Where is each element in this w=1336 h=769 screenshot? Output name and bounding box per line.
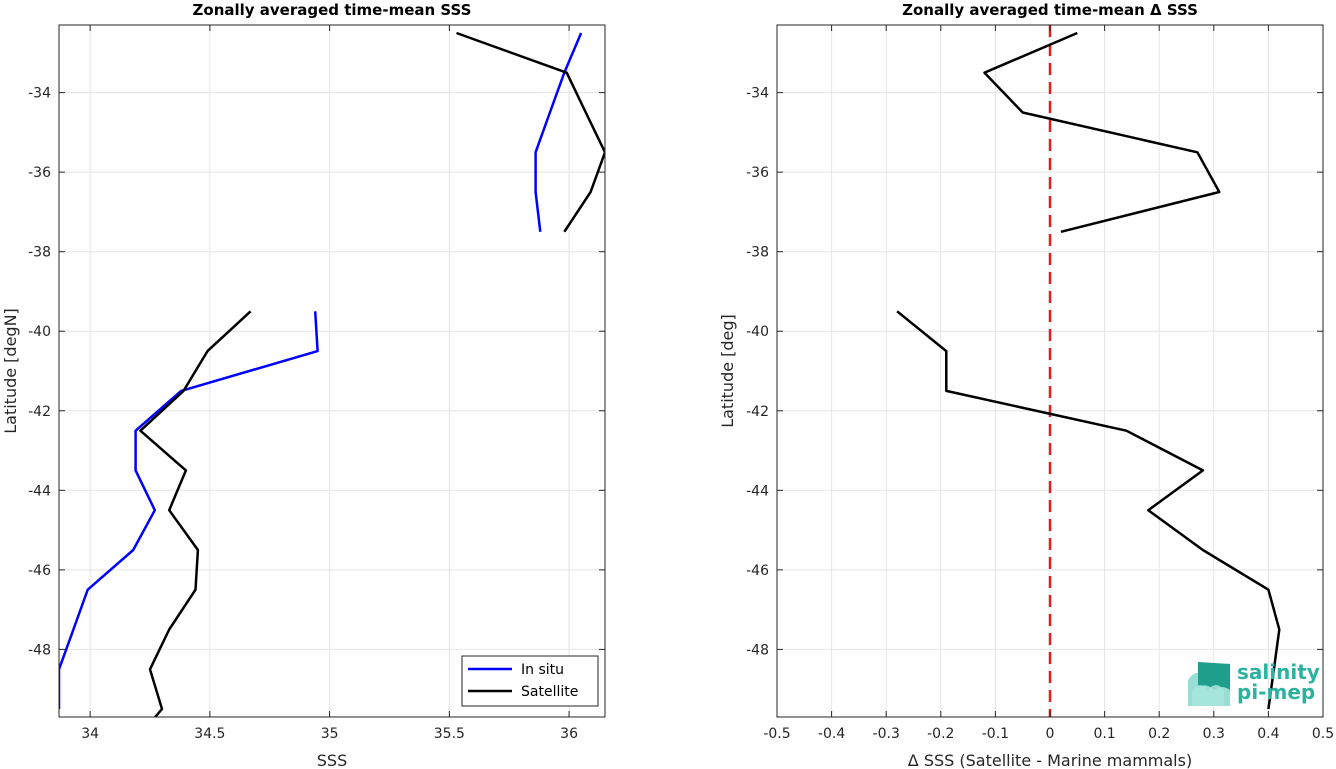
sss-panel-title: Zonally averaged time-mean SSS xyxy=(193,1,472,19)
series-line-satellite xyxy=(456,31,605,233)
y-tick-label: -42 xyxy=(746,404,769,420)
x-tick-label: 35 xyxy=(321,726,339,742)
y-tick-label: -36 xyxy=(746,165,769,181)
sss-grid xyxy=(59,25,605,717)
sss-ticks: 34 34.5 35 35.5 36 -48 -46 -44 -42 -40 -38 -36 -34 xyxy=(28,25,605,742)
series-line-satellite xyxy=(139,310,252,717)
series-line-delta-sss xyxy=(983,31,1221,234)
delta-sss-ticks: -0.5 -0.4 -0.3 -0.2 -0.1 0 0.1 0.2 0.3 0.4 0.5 -48 -… xyxy=(746,25,1334,742)
delta-sss-panel: Zonally averaged time-mean Δ SSS -0.5 -0.… xyxy=(718,1,1334,769)
sss-axes-frame xyxy=(58,24,606,718)
y-tick-label: -34 xyxy=(28,86,51,102)
x-tick-label: -0.4 xyxy=(818,726,845,742)
y-tick-label: -38 xyxy=(746,245,769,261)
x-tick-label: -0.3 xyxy=(873,726,900,742)
y-tick-label: -46 xyxy=(746,563,769,579)
y-tick-label: -48 xyxy=(746,642,769,658)
sss-panel: Zonally averaged time-mean SSS 34 34.5 35 3… xyxy=(1,1,606,769)
legend: In situ Satellite xyxy=(461,655,599,707)
delta-sss-panel-title: Zonally averaged time-mean Δ SSS xyxy=(902,1,1198,19)
x-tick-label: 35.5 xyxy=(434,726,465,742)
sss-x-axis-label: SSS xyxy=(317,751,347,769)
x-tick-label: -0.1 xyxy=(982,726,1009,742)
delta-sss-y-axis-label: Latitude [deg] xyxy=(718,314,737,428)
x-tick-label: 36 xyxy=(560,726,578,742)
y-tick-label: -42 xyxy=(28,404,51,420)
y-tick-label: -34 xyxy=(746,86,769,102)
legend-box xyxy=(461,655,599,707)
x-tick-label: 0.1 xyxy=(1093,726,1115,742)
x-tick-label: 34 xyxy=(81,726,99,742)
legend-label-satellite: Satellite xyxy=(521,684,578,700)
sss-y-axis-label: Latitude [degN] xyxy=(1,308,20,434)
x-tick-label: 0.3 xyxy=(1203,726,1225,742)
y-tick-label: -46 xyxy=(28,563,51,579)
y-tick-label: -40 xyxy=(746,324,769,340)
delta-sss-series-group xyxy=(896,25,1281,717)
y-tick-label: -44 xyxy=(28,483,51,499)
y-tick-label: -40 xyxy=(28,324,51,340)
y-tick-label: -38 xyxy=(28,245,51,261)
series-line-delta-sss xyxy=(896,310,1281,710)
x-tick-label: -0.5 xyxy=(763,726,790,742)
logo-text-pi-mep: pi-mep xyxy=(1237,680,1315,704)
delta-sss-x-axis-label: Δ SSS (Satellite - Marine mammals) xyxy=(908,751,1192,769)
x-tick-label: -0.2 xyxy=(927,726,954,742)
x-tick-label: 0.5 xyxy=(1312,726,1334,742)
x-tick-label: 0 xyxy=(1046,726,1055,742)
x-tick-label: 0.2 xyxy=(1148,726,1170,742)
x-tick-label: 34.5 xyxy=(194,726,225,742)
legend-label-in-situ: In situ xyxy=(521,662,564,678)
series-line-in-situ xyxy=(534,32,583,232)
series-line-in-situ xyxy=(59,311,319,709)
y-tick-label: -48 xyxy=(28,642,51,658)
y-tick-label: -44 xyxy=(746,483,769,499)
y-tick-label: -36 xyxy=(28,165,51,181)
x-tick-label: 0.4 xyxy=(1257,726,1279,742)
salinity-pi-mep-logo: salinity pi-mep xyxy=(1188,660,1320,706)
logo-text-salinity: salinity xyxy=(1237,660,1320,684)
wave-logo-icon xyxy=(1188,662,1230,706)
sss-series-group xyxy=(59,31,605,717)
